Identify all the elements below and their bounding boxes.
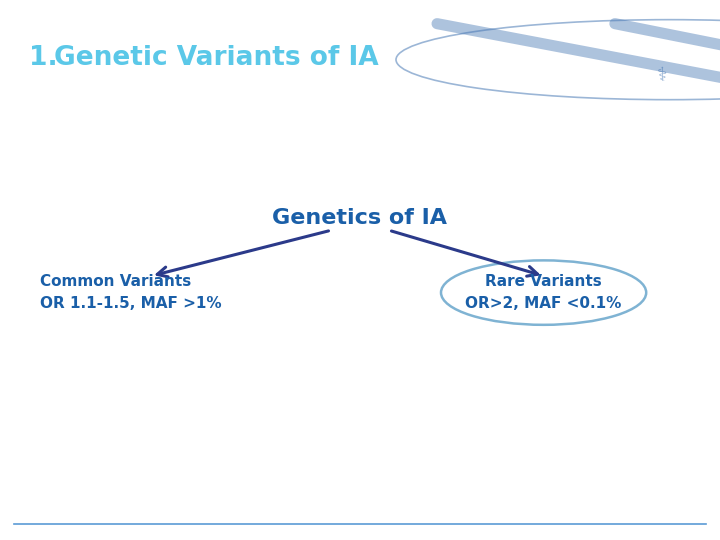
Text: Genetics of IA: Genetics of IA [272,208,448,228]
Text: 1.: 1. [29,45,58,71]
Text: Common Variants
OR 1.1-1.5, MAF >1%: Common Variants OR 1.1-1.5, MAF >1% [40,274,221,311]
Text: Rare Variants
OR>2, MAF <0.1%: Rare Variants OR>2, MAF <0.1% [465,274,622,311]
Text: ⚕: ⚕ [657,66,667,85]
Text: Genetic Variants of IA: Genetic Variants of IA [54,45,379,71]
